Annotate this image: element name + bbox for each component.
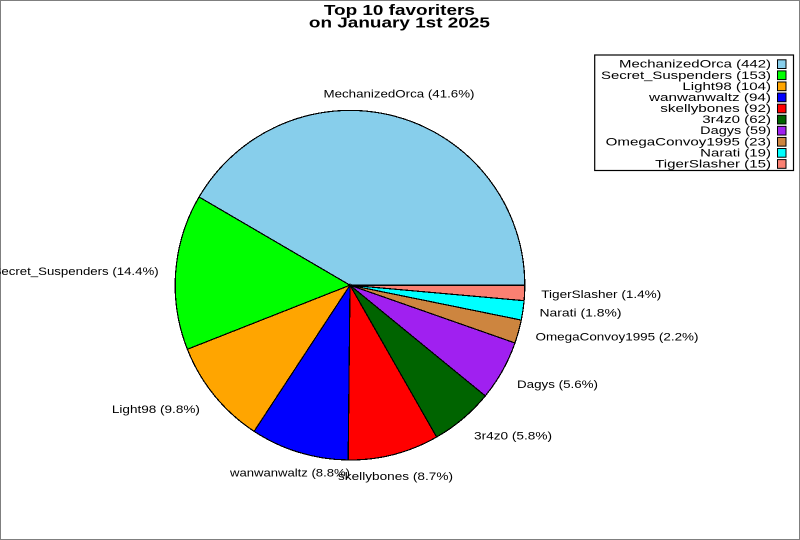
svg-text:Dagys (59): Dagys (59)	[700, 125, 771, 137]
svg-text:on January 1st 2025: on January 1st 2025	[309, 16, 490, 32]
svg-text:skellybones (92): skellybones (92)	[660, 103, 771, 115]
svg-text:3r4z0 (62): 3r4z0 (62)	[702, 114, 771, 126]
svg-text:3r4z0 (5.8%): 3r4z0 (5.8%)	[474, 430, 552, 442]
svg-text:Light98 (9.8%): Light98 (9.8%)	[112, 404, 200, 416]
svg-text:OmegaConvoy1995 (2.2%): OmegaConvoy1995 (2.2%)	[536, 332, 699, 344]
svg-text:TigerSlasher (1.4%): TigerSlasher (1.4%)	[541, 289, 661, 301]
svg-text:Secret_Suspenders (14.4%): Secret_Suspenders (14.4%)	[0, 266, 159, 278]
svg-text:OmegaConvoy1995 (23): OmegaConvoy1995 (23)	[606, 136, 772, 148]
svg-text:Narati (1.8%): Narati (1.8%)	[540, 307, 622, 319]
svg-text:Top 10 favoriters: Top 10 favoriters	[324, 3, 475, 19]
svg-text:skellybones (8.7%): skellybones (8.7%)	[338, 471, 453, 483]
svg-text:MechanizedOrca (41.6%): MechanizedOrca (41.6%)	[324, 89, 475, 101]
svg-text:Secret_Suspenders (153): Secret_Suspenders (153)	[601, 70, 771, 82]
svg-text:Dagys (5.6%): Dagys (5.6%)	[517, 379, 598, 391]
svg-text:MechanizedOrca (442): MechanizedOrca (442)	[619, 59, 771, 71]
svg-text:Narati (19): Narati (19)	[700, 147, 771, 159]
svg-text:Light98 (104): Light98 (104)	[682, 81, 771, 93]
svg-text:wanwanwaltz (8.8%): wanwanwaltz (8.8%)	[229, 468, 350, 480]
svg-text:TigerSlasher (15): TigerSlasher (15)	[655, 159, 771, 171]
svg-text:wanwanwaltz (94): wanwanwaltz (94)	[648, 92, 772, 104]
